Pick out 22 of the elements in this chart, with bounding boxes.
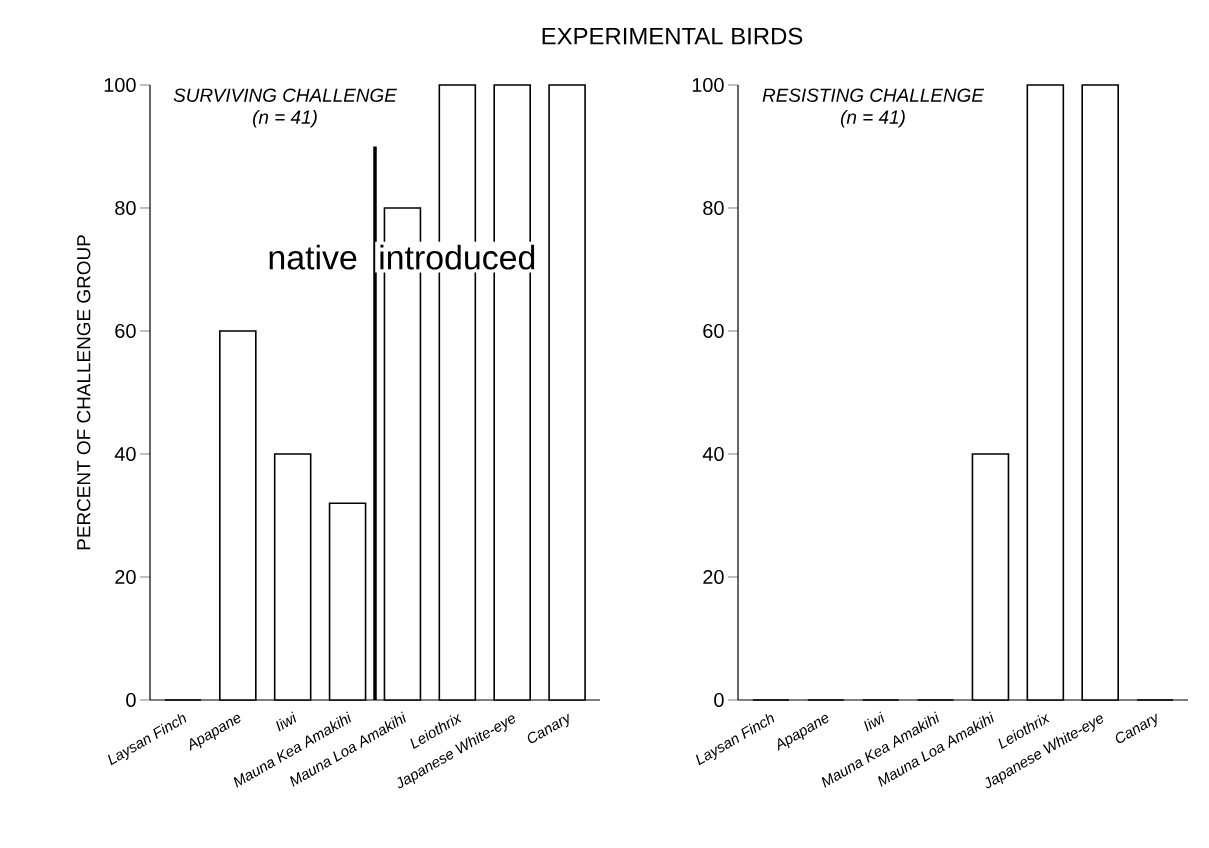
y-tick-label: 100 [692,77,724,93]
x-tick-label: Iiwi [276,711,297,732]
y-tick-label: 20 [703,569,724,585]
y-tick-label: 0 [126,692,136,708]
annotation: native [269,244,357,270]
annotation: (n = 41) [841,109,905,128]
y-tick-label: 100 [104,77,136,93]
annotation: (n = 41) [253,109,317,128]
y-tick-label: 60 [115,323,136,339]
text: EXPERIMENTAL BIRDS [542,27,803,45]
chart-subtitle: RESISTING CHALLENGE [762,88,985,102]
y-tick-label: 80 [115,200,136,216]
y-tick-label: 40 [114,446,136,462]
y-tick-label: 20 [115,569,136,585]
y-tick-label: 0 [714,692,724,708]
y-tick-label: 60 [703,323,724,339]
y-tick-label: 80 [703,200,724,216]
x-tick-label: Iiwi [864,711,885,732]
y-tick-label: 40 [702,446,724,462]
y-axis-title: PERCENT OF CHALLENGE GROUP [77,235,91,550]
annotation: introduced [380,244,535,270]
chart-subtitle: SURVIVING CHALLENGE [173,88,398,102]
